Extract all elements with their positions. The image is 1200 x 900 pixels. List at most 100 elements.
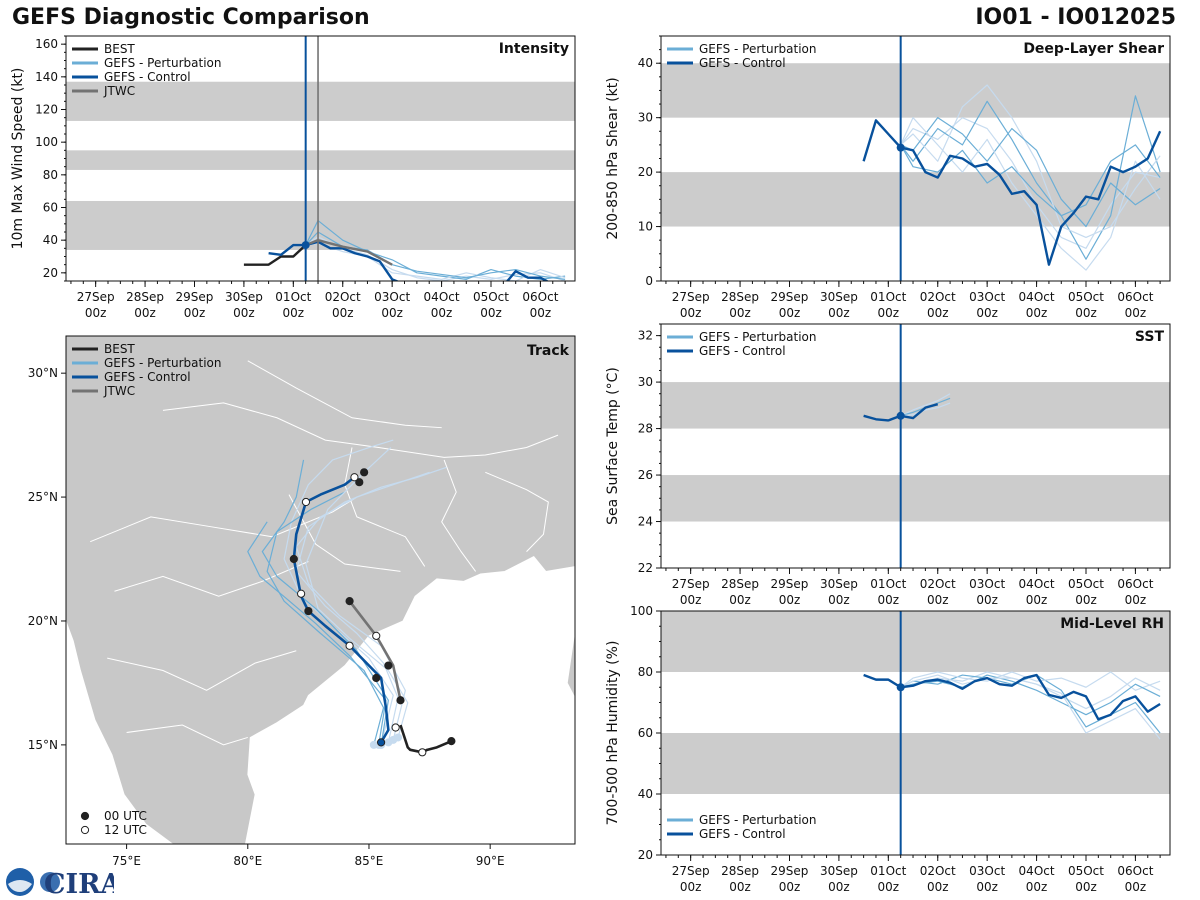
x-tick-label-hour: 00z — [431, 306, 453, 320]
x-tick-label-date: 27Sep — [77, 290, 115, 304]
track-line-jtwc — [348, 600, 402, 701]
map-frame — [65, 335, 576, 845]
y-tick-label: 160 — [35, 37, 58, 51]
x-tick-label-date: 04Oct — [1019, 577, 1055, 591]
x-tick-label-hour: 00z — [1125, 880, 1147, 894]
y-tick-label: 30 — [638, 375, 653, 389]
state-border — [114, 561, 309, 597]
panel-sst: 22 24 26 28 30 32 27Sep 00z 28Sep 00z 29Sep 00z 30Se… — [605, 323, 1171, 607]
x-tick-label-date: 01Oct — [870, 864, 906, 878]
y-tick-label: 28 — [638, 422, 653, 436]
lat-tick-label: 25°N — [28, 490, 58, 504]
state-border — [344, 447, 426, 567]
track-time-marker — [360, 468, 369, 477]
x-tick-label-hour: 00z — [680, 306, 702, 320]
x-tick-label-hour: 00z — [878, 306, 900, 320]
x-tick-label-hour: 00z — [1125, 306, 1147, 320]
state-border — [247, 360, 442, 429]
x-tick-label-date: 04Oct — [424, 290, 460, 304]
panel-track: 75°E 80°E 85°E 90°E 15°N 20°N 25°N 30°N Track BES… — [28, 335, 576, 868]
x-tick-label-hour: 00z — [184, 306, 206, 320]
x-tick-label-hour: 00z — [1026, 593, 1048, 607]
series-line-gefs-perturbation — [900, 117, 1161, 228]
x-tick-label-date: 05Oct — [1068, 290, 1104, 304]
track-time-marker — [391, 723, 400, 732]
shaded-band-0 — [661, 475, 1170, 522]
noaa-wave-shape — [8, 880, 32, 892]
x-tick-label-date: 28Sep — [721, 577, 759, 591]
y-tick-label: 40 — [638, 787, 653, 801]
plot-area — [661, 36, 1170, 281]
plot-area — [661, 611, 1170, 855]
legend-label: GEFS - Perturbation — [699, 330, 816, 344]
track-time-marker — [372, 631, 381, 640]
track-start-marker — [384, 738, 393, 747]
legend-label: GEFS - Control — [699, 344, 786, 358]
state-border — [162, 402, 559, 458]
legend-label: BEST — [104, 42, 135, 56]
x-tick-label-date: 06Oct — [1117, 864, 1153, 878]
cira-logo: CIRA — [6, 868, 114, 898]
track-time-marker — [301, 497, 311, 507]
x-tick-label-date: 02Oct — [920, 290, 956, 304]
y-tick-label: 30 — [638, 111, 653, 125]
x-tick-label-hour: 00z — [233, 306, 255, 320]
panel-title: Mid-Level RH — [1060, 616, 1164, 632]
legend-label: GEFS - Perturbation — [104, 56, 221, 70]
panel-rh: 20 40 60 80 100 27Sep 00z 28Sep 00z 29Sep 00z 30Sep… — [605, 604, 1171, 894]
y-tick-label: 80 — [43, 168, 58, 182]
x-tick-label-date: 06Oct — [522, 290, 558, 304]
lon-tick-label: 90°E — [476, 854, 505, 868]
x-tick-label-hour: 00z — [1125, 593, 1147, 607]
x-tick-label-hour: 00z — [878, 880, 900, 894]
x-tick-label-date: 02Oct — [920, 577, 956, 591]
y-tick-label: 140 — [35, 70, 58, 84]
state-border — [126, 724, 248, 746]
x-tick-label-date: 03Oct — [969, 290, 1005, 304]
legend-label: JTWC — [103, 384, 135, 398]
state-border — [288, 494, 401, 572]
shaded-band-1 — [661, 611, 1170, 672]
state-border — [441, 459, 477, 572]
x-tick-label-hour: 00z — [134, 306, 156, 320]
track-time-marker — [396, 696, 405, 705]
track-line-gefs-perturbation — [261, 459, 389, 745]
y-tick-label: 40 — [638, 56, 653, 70]
series-line-jtwc — [305, 238, 393, 266]
marker-legend-symbol — [80, 811, 90, 821]
lat-tick-label: 20°N — [28, 614, 58, 628]
init-point-marker — [896, 143, 905, 152]
lon-tick-label: 80°E — [233, 854, 262, 868]
y-tick-label: 60 — [43, 201, 58, 215]
init-point-marker — [301, 241, 310, 250]
marker-legend-label: 12 UTC — [104, 823, 147, 837]
x-tick-label-hour: 00z — [1026, 306, 1048, 320]
cira-logo-text: CIRA — [44, 869, 114, 898]
plot-frame — [660, 323, 1171, 569]
track-time-marker — [384, 661, 393, 670]
x-tick-label-date: 29Sep — [771, 577, 809, 591]
series-line-gefs-control — [863, 673, 1161, 721]
x-tick-label-hour: 00z — [779, 880, 801, 894]
legend-label: GEFS - Perturbation — [104, 356, 221, 370]
x-tick-label-date: 01Oct — [870, 577, 906, 591]
shaded-band-1 — [661, 382, 1170, 429]
x-tick-label-date: 06Oct — [1117, 577, 1153, 591]
x-tick-label-date: 29Sep — [176, 290, 214, 304]
plot-area — [66, 36, 575, 281]
y-axis-label: 10m Max Wind Speed (kt) — [10, 68, 26, 250]
x-tick-label-hour: 00z — [729, 306, 751, 320]
track-line-gefs-perturbation — [283, 439, 394, 746]
x-tick-label-date: 30Sep — [820, 290, 858, 304]
series-line-gefs-perturbation — [305, 242, 566, 281]
track-time-marker — [297, 589, 306, 598]
x-tick-label-date: 03Oct — [969, 864, 1005, 878]
track-line-gefs-perturbation — [305, 447, 409, 738]
y-tick-label: 10 — [638, 220, 653, 234]
x-tick-label-date: 05Oct — [1068, 864, 1104, 878]
y-tick-label: 120 — [35, 103, 58, 117]
x-tick-label-hour: 00z — [332, 306, 354, 320]
series-line-best — [243, 244, 307, 266]
x-tick-label-date: 29Sep — [771, 864, 809, 878]
x-tick-label-date: 29Sep — [771, 290, 809, 304]
